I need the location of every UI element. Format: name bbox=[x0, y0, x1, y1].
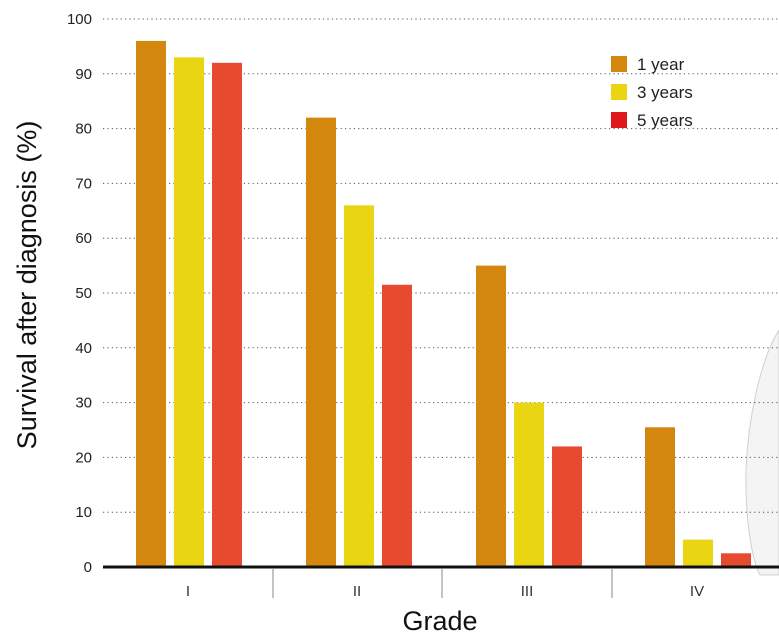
bar-III-5-years bbox=[552, 446, 582, 567]
bar-IV-5-years bbox=[721, 553, 751, 567]
bar-IV-1-year bbox=[645, 427, 675, 567]
y-tick-label: 30 bbox=[75, 395, 92, 412]
legend-swatch bbox=[611, 112, 627, 128]
y-tick-labels: 0 10 20 30 40 50 60 70 80 90 100 bbox=[67, 11, 92, 576]
y-tick-label: 100 bbox=[67, 11, 92, 28]
x-tick-label: IV bbox=[690, 583, 704, 600]
y-tick-label: 90 bbox=[75, 66, 92, 83]
legend-label: 1 year bbox=[637, 55, 685, 74]
x-axis-label: Grade bbox=[402, 606, 477, 636]
y-tick-label: 10 bbox=[75, 504, 92, 521]
x-tick-label: I bbox=[186, 583, 190, 600]
bar-II-1-year bbox=[306, 117, 336, 567]
y-tick-label: 0 bbox=[84, 559, 92, 576]
category-dividers bbox=[272, 569, 613, 598]
y-tick-label: 40 bbox=[75, 340, 92, 357]
x-tick-label: III bbox=[521, 583, 534, 600]
bar-I-1-year bbox=[136, 40, 166, 568]
y-tick-label: 80 bbox=[75, 121, 92, 138]
legend-label: 3 years bbox=[637, 83, 693, 102]
legend: 1 year 3 years 5 years bbox=[611, 55, 693, 130]
bar-IV-3-years bbox=[683, 539, 713, 567]
bar-I-5-years bbox=[212, 62, 242, 568]
bar-II-3-years bbox=[344, 205, 374, 567]
legend-label: 5 years bbox=[637, 111, 693, 130]
bar-I-3-years bbox=[174, 57, 204, 568]
x-tick-label: II bbox=[353, 583, 361, 600]
bar-III-1-year bbox=[476, 265, 506, 567]
y-axis-label: Survival after diagnosis (%) bbox=[12, 121, 42, 450]
bars bbox=[136, 40, 751, 568]
y-tick-label: 20 bbox=[75, 449, 92, 466]
background-figure bbox=[745, 329, 779, 576]
y-tick-label: 60 bbox=[75, 230, 92, 247]
y-tick-label: 50 bbox=[75, 285, 92, 302]
y-tick-label: 70 bbox=[75, 175, 92, 192]
bar-II-5-years bbox=[382, 284, 412, 567]
legend-swatch bbox=[611, 84, 627, 100]
x-tick-labels: I II III IV bbox=[186, 583, 704, 600]
bar-III-3-years bbox=[514, 402, 544, 567]
legend-swatch bbox=[611, 56, 627, 72]
